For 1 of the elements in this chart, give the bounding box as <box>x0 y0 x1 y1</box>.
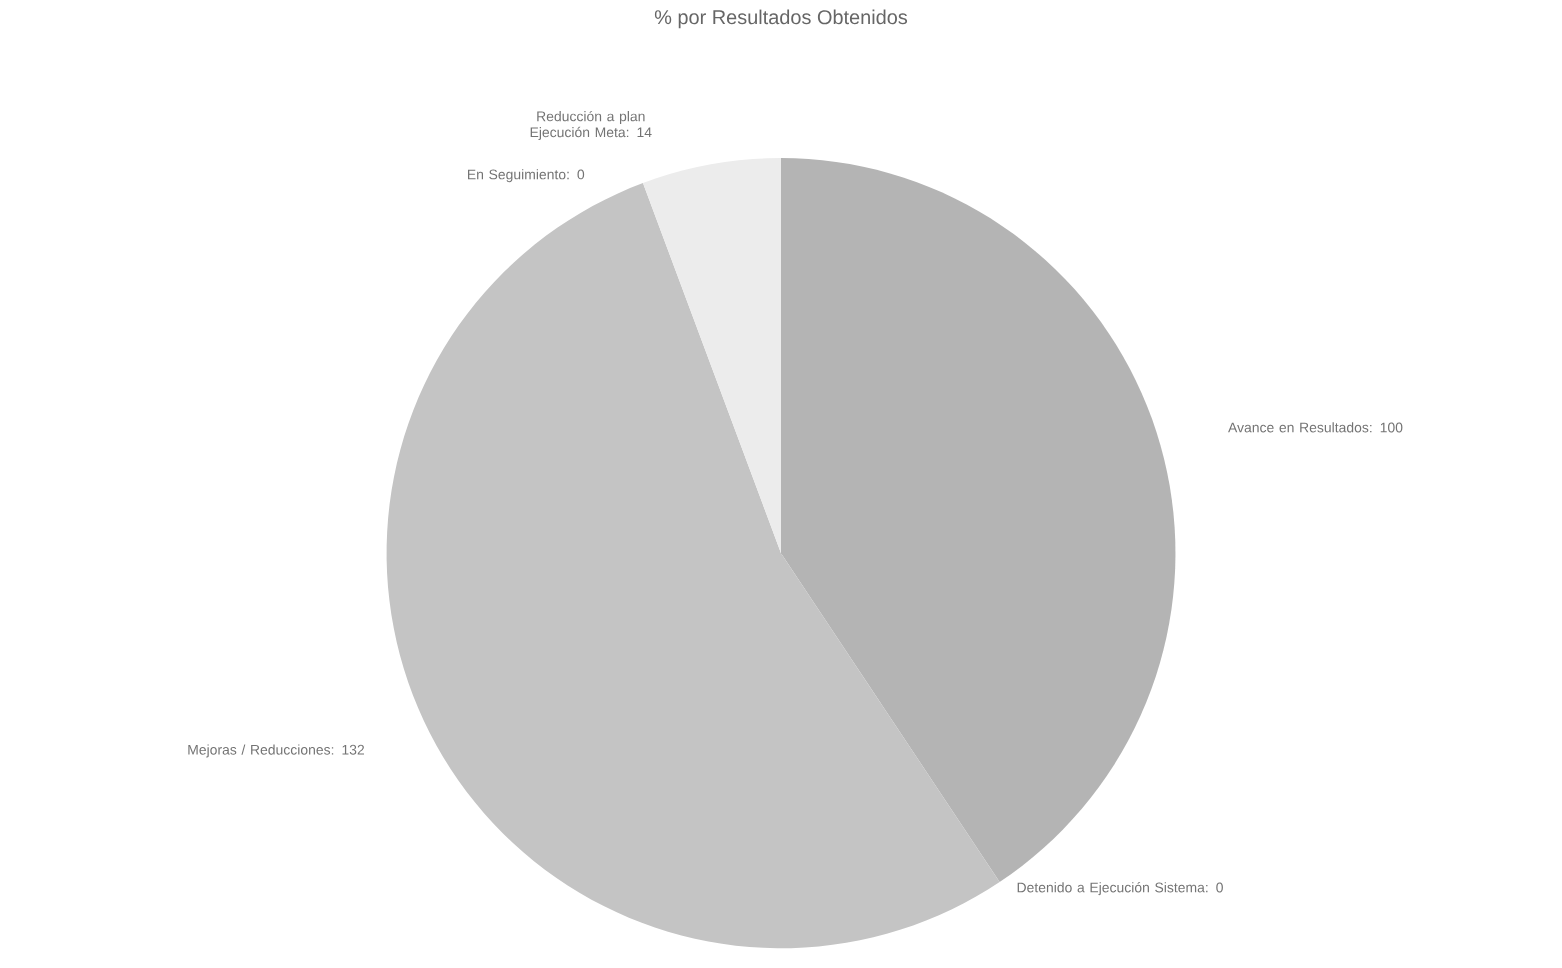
chart-title: % por Resultados Obtenidos <box>654 9 908 29</box>
